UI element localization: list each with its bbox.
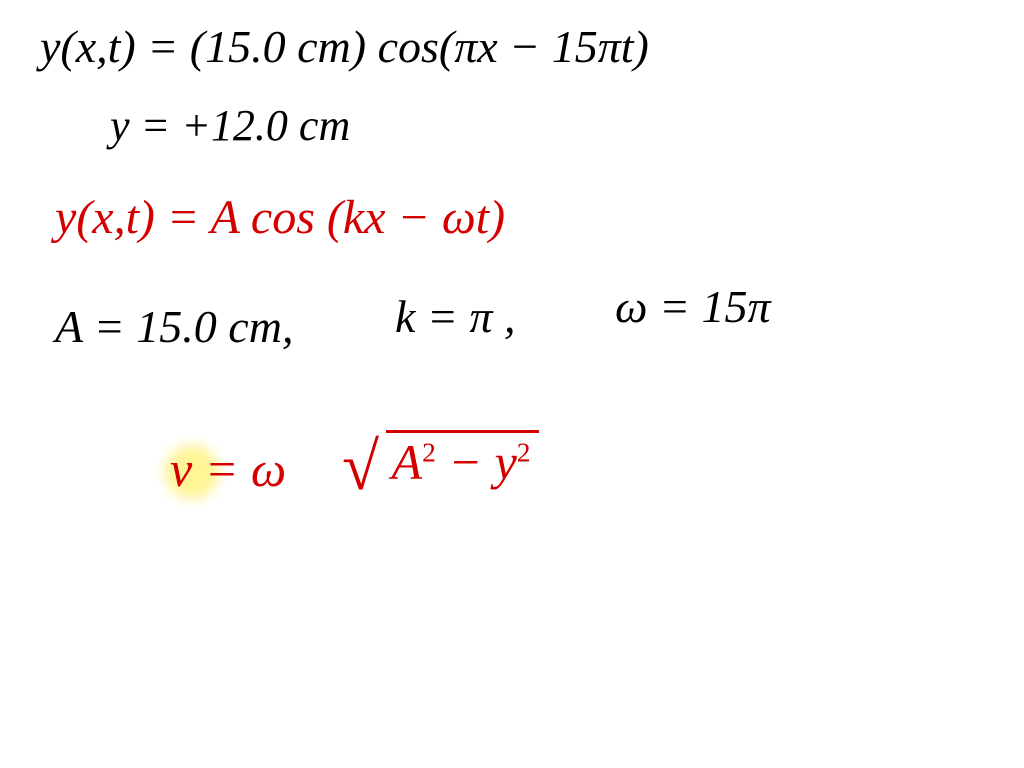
equation-y-value: y = +12.0 cm bbox=[110, 100, 350, 151]
param-omega: ω = 15π bbox=[615, 280, 771, 333]
radicand-y: y bbox=[495, 434, 517, 490]
radicand-minus: − bbox=[448, 434, 482, 490]
radicand-y-exp: 2 bbox=[517, 436, 531, 467]
radicand-A: A bbox=[392, 434, 423, 490]
param-k: k = π , bbox=[395, 290, 516, 343]
equation-wave-function: y(x,t) = (15.0 cm) cos(πx − 15πt) bbox=[40, 20, 649, 73]
radicand-A-exp: 2 bbox=[422, 436, 436, 467]
sqrt-symbol: √ A2 − y2 bbox=[340, 428, 539, 506]
param-A: A = 15.0 cm, bbox=[55, 300, 293, 353]
radical-sign: √ bbox=[342, 428, 379, 506]
velocity-lhs: v = ω bbox=[170, 440, 286, 498]
radicand: A2 − y2 bbox=[386, 430, 539, 491]
velocity-sqrt: √ A2 − y2 bbox=[340, 428, 539, 506]
handwriting-canvas: y(x,t) = (15.0 cm) cos(πx − 15πt) y = +1… bbox=[0, 0, 1024, 768]
equation-general-form: y(x,t) = A cos (kx − ωt) bbox=[55, 190, 505, 245]
